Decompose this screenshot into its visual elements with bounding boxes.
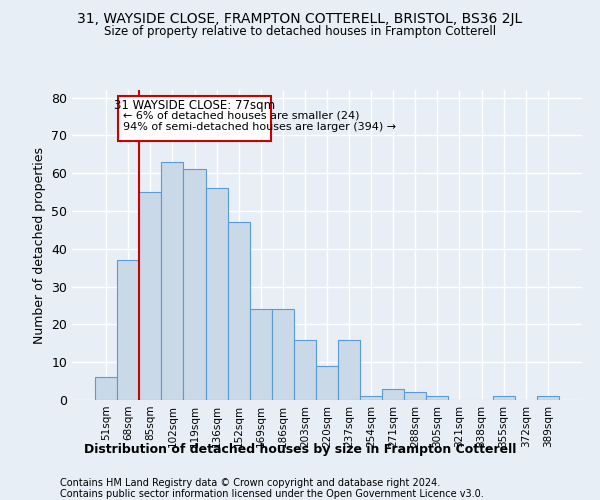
Text: 31, WAYSIDE CLOSE, FRAMPTON COTTERELL, BRISTOL, BS36 2JL: 31, WAYSIDE CLOSE, FRAMPTON COTTERELL, B… bbox=[77, 12, 523, 26]
Text: 94% of semi-detached houses are larger (394) →: 94% of semi-detached houses are larger (… bbox=[123, 122, 396, 132]
Bar bbox=[272, 310, 294, 400]
Text: Distribution of detached houses by size in Frampton Cotterell: Distribution of detached houses by size … bbox=[84, 442, 516, 456]
Bar bbox=[382, 388, 404, 400]
Bar bbox=[118, 96, 271, 141]
Bar bbox=[117, 260, 139, 400]
Bar bbox=[404, 392, 427, 400]
Y-axis label: Number of detached properties: Number of detached properties bbox=[32, 146, 46, 344]
Bar bbox=[360, 396, 382, 400]
Bar bbox=[95, 378, 117, 400]
Bar bbox=[316, 366, 338, 400]
Text: 31 WAYSIDE CLOSE: 77sqm: 31 WAYSIDE CLOSE: 77sqm bbox=[114, 98, 275, 112]
Bar bbox=[537, 396, 559, 400]
Text: ← 6% of detached houses are smaller (24): ← 6% of detached houses are smaller (24) bbox=[123, 111, 359, 121]
Bar bbox=[184, 170, 206, 400]
Bar bbox=[294, 340, 316, 400]
Text: Contains HM Land Registry data © Crown copyright and database right 2024.: Contains HM Land Registry data © Crown c… bbox=[60, 478, 440, 488]
Bar bbox=[139, 192, 161, 400]
Text: Size of property relative to detached houses in Frampton Cotterell: Size of property relative to detached ho… bbox=[104, 25, 496, 38]
Bar bbox=[493, 396, 515, 400]
Bar bbox=[427, 396, 448, 400]
Text: Contains public sector information licensed under the Open Government Licence v3: Contains public sector information licen… bbox=[60, 489, 484, 499]
Bar bbox=[227, 222, 250, 400]
Bar bbox=[161, 162, 184, 400]
Bar bbox=[250, 310, 272, 400]
Bar bbox=[338, 340, 360, 400]
Bar bbox=[206, 188, 227, 400]
